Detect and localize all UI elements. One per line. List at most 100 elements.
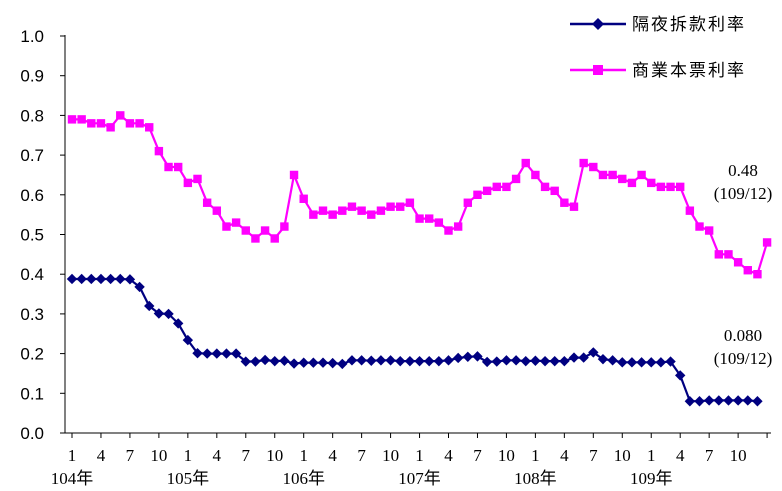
data-point-square: [145, 123, 154, 132]
data-point-square: [347, 202, 357, 211]
x-month-label: 4: [676, 446, 685, 465]
data-point-square: [338, 206, 347, 215]
data-point-square: [627, 178, 637, 188]
data-point-diamond: [578, 352, 589, 363]
data-point-diamond: [356, 355, 367, 366]
data-point-square: [608, 170, 617, 180]
data-point-diamond: [95, 273, 107, 285]
x-month-label: 7: [242, 446, 251, 465]
data-point-square: [666, 182, 675, 192]
x-year-label: 109年: [630, 469, 673, 488]
data-point-square: [299, 194, 308, 203]
data-point-square: [502, 182, 511, 192]
data-point-square: [222, 222, 231, 231]
data-point-diamond: [134, 281, 145, 293]
data-point-diamond: [646, 357, 657, 368]
data-point-diamond: [636, 357, 647, 368]
data-point-square: [733, 258, 743, 267]
data-point-diamond: [703, 395, 715, 406]
data-point-square: [531, 170, 540, 180]
x-year-label: 106年: [282, 469, 325, 488]
end-annotations: 0.48 (109/12) 0.080 (109/12): [714, 161, 773, 368]
x-month-label: 7: [357, 446, 366, 465]
data-point-diamond: [742, 395, 753, 406]
data-point-diamond: [172, 318, 184, 329]
data-point-diamond: [279, 355, 290, 366]
data-point-diamond: [597, 353, 609, 365]
data-point-square: [357, 206, 366, 215]
y-tick-label: 0.1: [20, 384, 44, 403]
data-point-square: [212, 206, 222, 215]
legend-item-overnight: 隔夜拆款利率: [570, 15, 746, 35]
data-point-square: [589, 162, 598, 172]
x-month-label: 1: [184, 446, 193, 465]
data-point-diamond: [568, 352, 580, 363]
data-point-diamond: [713, 395, 725, 406]
data-point-square: [482, 186, 492, 196]
data-point-diamond: [626, 357, 638, 368]
data-point-square: [618, 174, 627, 184]
data-point-square: [193, 174, 202, 184]
data-point-square: [251, 234, 260, 243]
data-point-diamond: [327, 357, 338, 369]
y-tick-label: 0.9: [20, 67, 44, 86]
series-line-0: [72, 277, 758, 403]
data-point-diamond: [501, 355, 512, 366]
data-point-diamond: [549, 355, 560, 367]
data-point-square: [405, 198, 415, 207]
y-tick-labels: 0.0 0.1 0.2 0.3 0.4 0.5 0.6 0.7 0.8 0.9 1.0: [20, 27, 65, 443]
x-month-label: 1: [68, 446, 77, 465]
y-tick-label: 0.3: [20, 305, 44, 324]
data-point-square: [67, 115, 77, 124]
data-point-square: [743, 266, 752, 275]
data-point-square: [647, 178, 656, 188]
legend-item-cp: 商業本票利率: [570, 61, 746, 81]
data-point-square: [704, 226, 714, 235]
data-point-square: [135, 119, 144, 128]
legend-label-overnight: 隔夜拆款利率: [632, 15, 746, 35]
data-point-diamond: [192, 348, 203, 359]
data-point-diamond: [588, 347, 599, 358]
data-point-diamond: [66, 273, 78, 285]
x-month-label: 7: [589, 446, 598, 465]
data-point-square: [676, 182, 685, 192]
data-point-square: [125, 119, 135, 128]
data-point-diamond: [182, 334, 194, 346]
data-point-square: [434, 218, 444, 227]
data-point-square: [202, 198, 212, 207]
data-point-square: [453, 222, 463, 231]
y-tick-label: 0.4: [20, 265, 44, 284]
x-month-label: 7: [473, 446, 482, 465]
data-point-square: [309, 210, 318, 219]
data-point-diamond: [86, 273, 97, 285]
data-point-square: [396, 202, 405, 211]
x-month-label: 10: [266, 446, 283, 465]
x-month-label: 4: [444, 446, 453, 465]
data-point-square: [762, 238, 772, 247]
data-point-diamond: [675, 370, 686, 381]
data-point-square: [724, 250, 733, 259]
y-tick-label: 0.8: [20, 106, 44, 125]
legend: 隔夜拆款利率 商業本票利率: [570, 15, 746, 81]
data-point-diamond: [414, 355, 425, 367]
annotation-overnight-value: 0.080: [724, 326, 762, 345]
data-point-square: [424, 214, 434, 223]
data-point-diamond: [337, 358, 348, 370]
data-point-diamond: [732, 395, 744, 406]
data-point-diamond: [617, 357, 628, 368]
data-point-diamond: [163, 308, 174, 320]
x-month-label: 10: [614, 446, 631, 465]
annotation-cp-date: (109/12): [714, 184, 773, 203]
chart-axes: [64, 35, 771, 434]
x-year-label: 104年: [51, 469, 94, 488]
x-year-label: 108年: [514, 469, 557, 488]
data-point-diamond: [433, 355, 445, 367]
data-point-diamond: [259, 354, 271, 366]
x-month-label: 7: [705, 446, 714, 465]
series-lines: [66, 111, 772, 407]
y-tick-label: 1.0: [20, 27, 44, 46]
legend-label-cp: 商業本票利率: [632, 61, 746, 81]
data-point-square: [318, 206, 328, 215]
data-point-square: [695, 222, 704, 231]
